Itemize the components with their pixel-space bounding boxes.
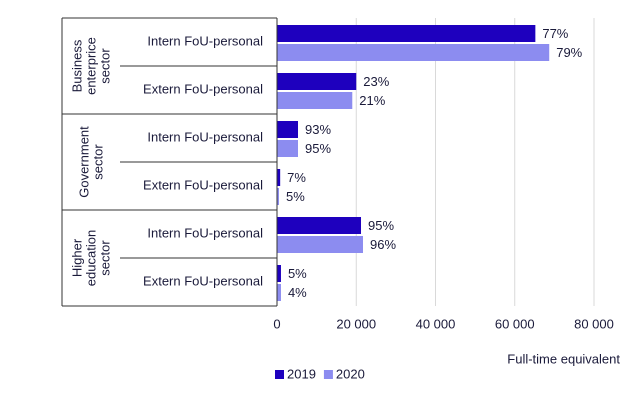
x-tick-label: 80 000 [574, 316, 614, 331]
group-label: Higher education sector [69, 230, 112, 286]
category-label: Extern FoU-personal [143, 177, 263, 192]
bar [277, 25, 536, 42]
x-tick-label: 20 000 [336, 316, 376, 331]
category-label: Intern FoU-personal [147, 225, 263, 240]
data-label: 95% [368, 218, 394, 233]
x-tick-label: 60 000 [495, 316, 535, 331]
category-label: Intern FoU-personal [147, 33, 263, 48]
category-label: Extern FoU-personal [143, 81, 263, 96]
legend-label: 2019 [287, 366, 316, 381]
group-label-line: education [83, 230, 98, 286]
data-label: 23% [363, 74, 389, 89]
legend-label: 2020 [336, 366, 365, 381]
data-label: 79% [556, 45, 582, 60]
group-label-line: Business [69, 39, 84, 92]
legend-swatch [323, 370, 333, 379]
group-label-line: sector [97, 240, 112, 276]
bar [277, 169, 281, 186]
x-tick-label: 40 000 [416, 316, 456, 331]
data-label: 96% [370, 237, 396, 252]
data-label: 7% [287, 170, 306, 185]
bar [277, 265, 281, 282]
group-label-line: enterprice [83, 37, 98, 95]
data-label: 4% [288, 285, 307, 300]
data-label: 5% [288, 266, 307, 281]
group-label-line: sector [97, 48, 112, 84]
data-label: 95% [305, 141, 331, 156]
x-axis-label: Full-time equivalent [507, 351, 620, 366]
bar [277, 284, 281, 301]
group-label-line: Government [76, 126, 91, 198]
legend-swatch [275, 370, 284, 379]
data-label: 77% [542, 26, 568, 41]
data-label: 21% [359, 93, 385, 108]
bar [277, 44, 550, 61]
group-label: Government sector [76, 126, 105, 198]
bar [277, 121, 299, 138]
bar [277, 73, 357, 90]
bar [277, 92, 353, 109]
data-label: 5% [286, 189, 305, 204]
bar [277, 188, 279, 205]
group-label-line: Higher [69, 238, 84, 277]
x-tick-label: 0 [273, 316, 280, 331]
data-label: 93% [305, 122, 331, 137]
group-label-line: sector [90, 144, 105, 180]
category-label: Intern FoU-personal [147, 129, 263, 144]
group-label: Business enterprice sector [69, 37, 112, 95]
bar [277, 217, 362, 234]
bar [277, 140, 299, 157]
category-label: Extern FoU-personal [143, 273, 263, 288]
bar [277, 236, 363, 253]
